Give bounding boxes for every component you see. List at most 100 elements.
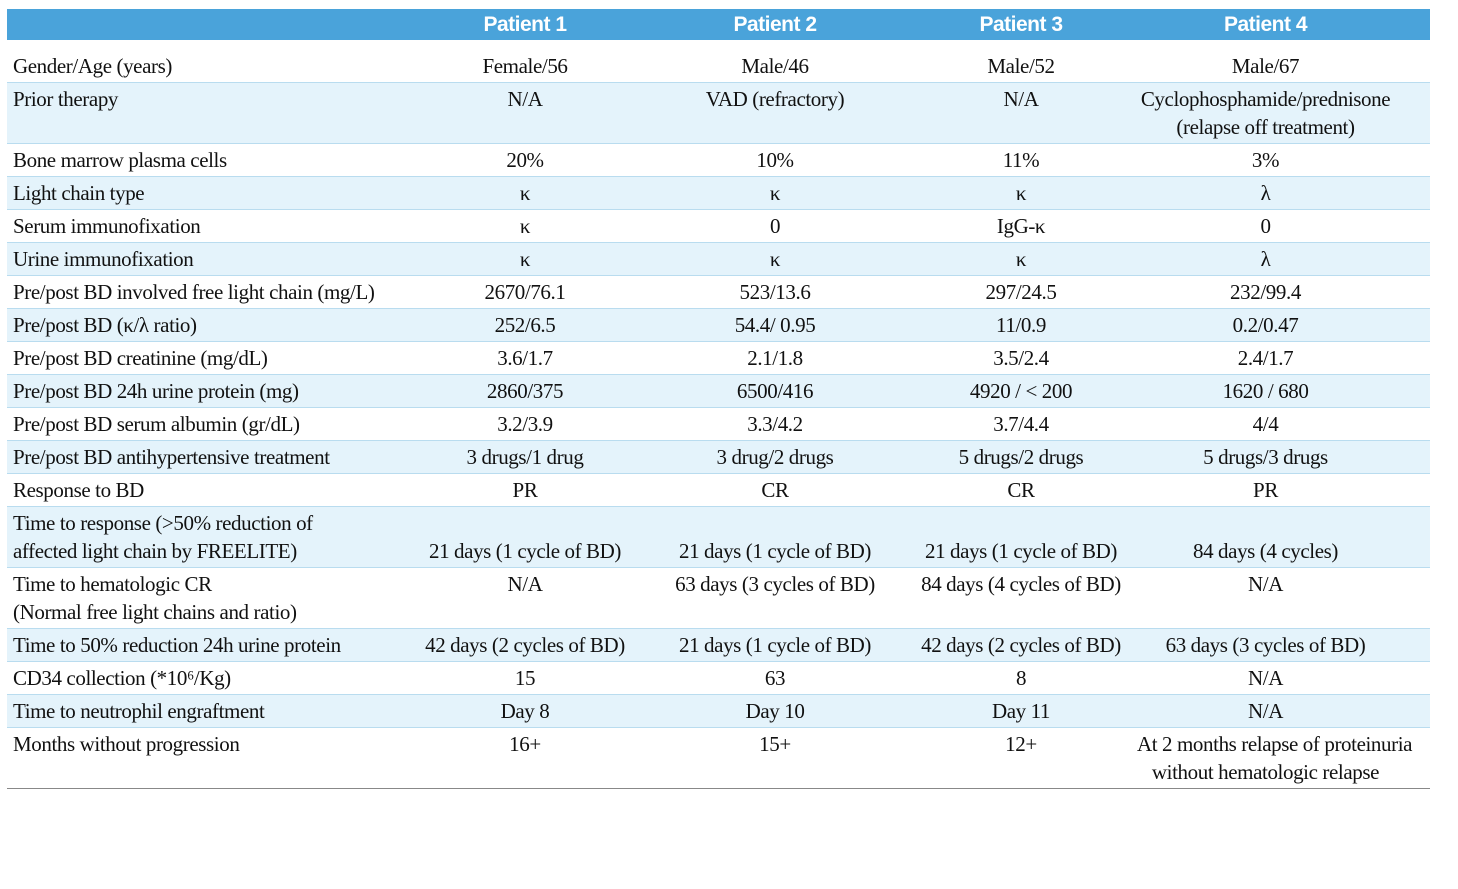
- text-line: (relapse off treatment): [1176, 115, 1355, 139]
- text-line: without hematologic relapse: [1151, 760, 1380, 784]
- cell: 1620 / 680: [1137, 374, 1430, 408]
- cell: 4/4: [1137, 407, 1430, 441]
- row-label: Pre/post BD 24h urine protein (mg): [7, 374, 405, 408]
- row-label: Pre/post BD creatinine (mg/dL): [7, 341, 405, 375]
- cell: 3%: [1137, 143, 1430, 177]
- cell: 2670/76.1: [405, 275, 645, 309]
- table-row: Response to BD PR CR CR PR: [7, 473, 1430, 507]
- cell: κ: [905, 242, 1137, 276]
- cell: 3 drugs/1 drug: [405, 440, 645, 474]
- table-row: Time to response (>50% reduction of affec…: [7, 506, 1430, 568]
- cell: 3.7/4.4: [905, 407, 1137, 441]
- cell: 21 days (1 cycle of BD): [645, 506, 905, 568]
- row-label: Serum immunofixation: [7, 209, 405, 243]
- row-label: Gender/Age (years): [7, 40, 405, 83]
- header-row: Patient 1 Patient 2 Patient 3 Patient 4: [7, 9, 1430, 40]
- cell: N/A: [1137, 567, 1430, 629]
- cell: Day 11: [905, 694, 1137, 728]
- row-label: Prior therapy: [7, 82, 405, 144]
- table-row: Pre/post BD antihypertensive treatment 3 …: [7, 440, 1430, 474]
- cell: N/A: [405, 567, 645, 629]
- row-label: Pre/post BD involved free light chain (m…: [7, 275, 405, 309]
- cell: 21 days (1 cycle of BD): [405, 506, 645, 568]
- cell: Male/67: [1137, 40, 1430, 83]
- cell: κ: [405, 242, 645, 276]
- row-label: Time to hematologic CR (Normal free light…: [7, 567, 405, 629]
- table-row: Pre/post BD creatinine (mg/dL) 3.6/1.7 2.1…: [7, 341, 1430, 375]
- cell: Day 10: [645, 694, 905, 728]
- text-line: At 2 months relapse of proteinuria: [1137, 732, 1413, 756]
- cell: κ: [905, 176, 1137, 210]
- cell: 0: [1137, 209, 1430, 243]
- cell: 297/24.5: [905, 275, 1137, 309]
- cell: CR: [645, 473, 905, 507]
- table-row: Pre/post BD (κ/λ ratio) 252/6.5 54.4/ 0.95…: [7, 308, 1430, 342]
- cell: 523/13.6: [645, 275, 905, 309]
- cell: 6500/416: [645, 374, 905, 408]
- cell: VAD (refractory): [645, 82, 905, 144]
- cell: 15+: [645, 727, 905, 789]
- row-label: Months without progression: [7, 727, 405, 789]
- row-label: CD34 collection (*10⁶/Kg): [7, 661, 405, 695]
- cell: 21 days (1 cycle of BD): [905, 506, 1137, 568]
- row-label: Pre/post BD serum albumin (gr/dL): [7, 407, 405, 441]
- cell: 232/99.4: [1137, 275, 1430, 309]
- cell: 10%: [645, 143, 905, 177]
- table-row: Gender/Age (years) Female/56 Male/46 Male/5…: [7, 40, 1430, 83]
- cell: N/A: [905, 82, 1137, 144]
- table-row: Urine immunofixation κ κ κ λ: [7, 242, 1430, 276]
- cell: 16+: [405, 727, 645, 789]
- cell: N/A: [1137, 694, 1430, 728]
- text-line: (Normal free light chains and ratio): [13, 600, 297, 624]
- column-header: Patient 4: [1137, 9, 1430, 40]
- table-row: Serum immunofixation κ 0 IgG-κ 0: [7, 209, 1430, 243]
- cell: At 2 months relapse of proteinuria withou…: [1137, 727, 1430, 789]
- row-label: Time to response (>50% reduction of affec…: [7, 506, 405, 568]
- cell: 84 days (4 cycles): [1137, 506, 1430, 568]
- row-label: Response to BD: [7, 473, 405, 507]
- cell: 12+: [905, 727, 1137, 789]
- text-line: Time to response (>50% reduction of: [13, 511, 313, 535]
- table-row: Time to neutrophil engraftment Day 8 Day 1…: [7, 694, 1430, 728]
- cell: κ: [645, 242, 905, 276]
- cell: 3 drug/2 drugs: [645, 440, 905, 474]
- column-header: Patient 3: [905, 9, 1137, 40]
- cell: 15: [405, 661, 645, 695]
- row-label: Pre/post BD antihypertensive treatment: [7, 440, 405, 474]
- cell: 2.1/1.8: [645, 341, 905, 375]
- row-label: Time to neutrophil engraftment: [7, 694, 405, 728]
- cell: κ: [405, 176, 645, 210]
- cell: 3.6/1.7: [405, 341, 645, 375]
- cell: 5 drugs/2 drugs: [905, 440, 1137, 474]
- cell: Male/46: [645, 40, 905, 83]
- cell: N/A: [405, 82, 645, 144]
- table-row: Time to 50% reduction 24h urine protein 4…: [7, 628, 1430, 662]
- cell: 63: [645, 661, 905, 695]
- cell: 42 days (2 cycles of BD): [405, 628, 645, 662]
- cell: 21 days (1 cycle of BD): [645, 628, 905, 662]
- cell: κ: [645, 176, 905, 210]
- text-line: Cyclophosphamide/prednisone: [1140, 87, 1391, 111]
- cell: 11%: [905, 143, 1137, 177]
- cell: 84 days (4 cycles of BD): [905, 567, 1137, 629]
- cell: 11/0.9: [905, 308, 1137, 342]
- cell: Male/52: [905, 40, 1137, 83]
- cell: 0: [645, 209, 905, 243]
- table-body: Gender/Age (years) Female/56 Male/46 Male/5…: [7, 40, 1430, 789]
- cell: N/A: [1137, 661, 1430, 695]
- column-header: Patient 2: [645, 9, 905, 40]
- row-label: Light chain type: [7, 176, 405, 210]
- cell: Day 8: [405, 694, 645, 728]
- text-line: affected light chain by FREELITE): [13, 539, 297, 563]
- cell: 2860/375: [405, 374, 645, 408]
- cell: 20%: [405, 143, 645, 177]
- cell: λ: [1137, 176, 1430, 210]
- cell: 4920 / < 200: [905, 374, 1137, 408]
- cell: 63 days (3 cycles of BD): [1137, 628, 1430, 662]
- row-label: Time to 50% reduction 24h urine protein: [7, 628, 405, 662]
- text-line: Time to hematologic CR: [13, 572, 212, 596]
- cell: 2.4/1.7: [1137, 341, 1430, 375]
- cell: 42 days (2 cycles of BD): [905, 628, 1137, 662]
- cell: 3.3/4.2: [645, 407, 905, 441]
- column-header: Patient 1: [405, 9, 645, 40]
